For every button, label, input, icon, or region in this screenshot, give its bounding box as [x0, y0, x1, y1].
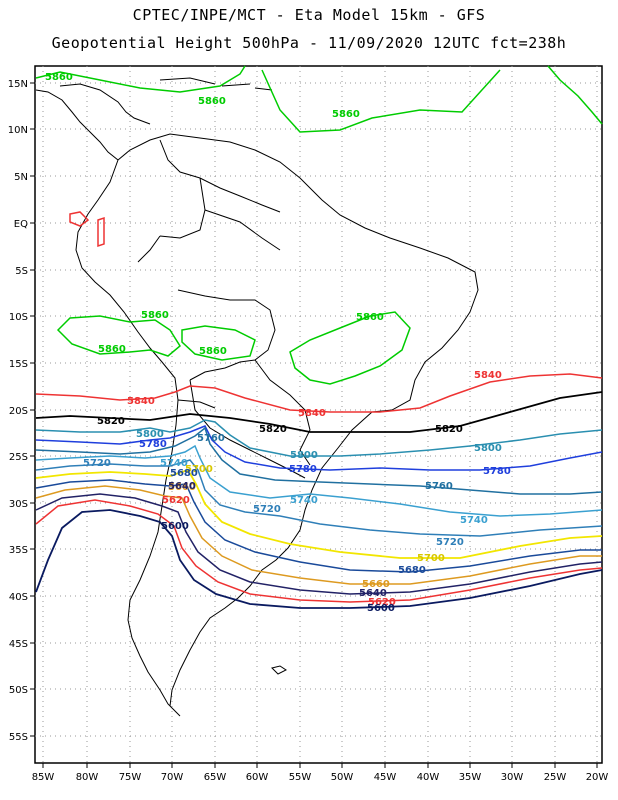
central-america-coast: [35, 89, 119, 161]
lon-label: 80W: [76, 772, 99, 783]
contour-label: 5820: [435, 424, 463, 435]
lon-label: 45W: [374, 772, 397, 783]
lat-label: 15S: [9, 359, 28, 370]
lon-label: 35W: [459, 772, 482, 783]
chart-subtitle: Geopotential Height 500hPa - 11/09/2020 …: [51, 34, 567, 52]
contour-label: 5860: [98, 344, 126, 355]
contour-5720: [35, 459, 603, 537]
contour-label: 5820: [259, 424, 287, 435]
contour-label: 5720: [253, 504, 281, 515]
chart-title: CPTEC/INPE/MCT - Eta Model 15km - GFS: [132, 6, 486, 24]
contour-label: 5600: [367, 603, 395, 614]
lon-label: 50W: [331, 772, 354, 783]
contour-5760: [35, 426, 603, 495]
contour-5740: [35, 444, 603, 517]
lon-label: 70W: [161, 772, 184, 783]
lat-label: 35S: [9, 545, 28, 556]
contour-label: 5860: [198, 96, 226, 107]
contour-label: 5760: [425, 481, 453, 492]
contour-label: 5860: [45, 72, 73, 83]
contour-label: 5860: [199, 346, 227, 357]
contour-label: 5800: [136, 429, 164, 440]
lat-label: 5N: [14, 172, 28, 183]
lat-labels: 15N 10N 5N EQ 5S 10S 15S 20S 25S 30S 35S…: [8, 79, 28, 743]
contour-label: 5720: [83, 458, 111, 469]
contour-5800: [35, 419, 603, 457]
contour-label: 5820: [97, 416, 125, 427]
lon-labels: 85W 80W 75W 70W 65W 60W 55W 50W 45W 40W …: [32, 772, 609, 783]
contour-label: 5800: [474, 443, 502, 454]
contour-label: 5640: [168, 481, 196, 492]
contour-label: 5700: [417, 553, 445, 564]
lat-label: EQ: [14, 219, 28, 230]
lat-label: 5S: [15, 266, 28, 277]
contour-label: 5600: [161, 521, 189, 532]
lat-label: 55S: [9, 732, 28, 743]
lat-label: 45S: [9, 639, 28, 650]
lat-label: 50S: [9, 685, 28, 696]
lon-label: 40W: [417, 772, 440, 783]
lon-label: 75W: [119, 772, 142, 783]
lat-label: 30S: [9, 499, 28, 510]
lon-label: 65W: [204, 772, 227, 783]
lon-label: 25W: [544, 772, 567, 783]
lat-label: 10S: [9, 312, 28, 323]
contour-5860: [35, 65, 603, 385]
contour-5620: [35, 499, 603, 603]
central-america-coast-north: [59, 83, 151, 125]
contour-label: 5860: [332, 109, 360, 120]
lon-label: 55W: [289, 772, 312, 783]
contour-label: 5860: [141, 310, 169, 321]
contour-labels: 5860 5860 5860 5860 5860 5860 5860 5840 …: [45, 72, 511, 614]
contour-label: 5860: [356, 312, 384, 323]
contour-label: 5840: [298, 408, 326, 419]
lon-gridlines: [42, 66, 598, 763]
contour-label: 5840: [127, 396, 155, 407]
contour-label: 5640: [359, 588, 387, 599]
tick-marks: [30, 82, 598, 768]
contour-label: 5780: [139, 439, 167, 450]
contour-label: 5780: [289, 464, 317, 475]
contour-label: 5680: [170, 468, 198, 479]
lon-label: 20W: [586, 772, 609, 783]
contour-5820: [35, 391, 603, 433]
contour-5600: [35, 509, 603, 609]
south-america-coast: [75, 133, 479, 717]
caribbean-islands: [159, 77, 273, 91]
contour-label: 5840: [474, 370, 502, 381]
contour-label: 5720: [436, 537, 464, 548]
contour-label: 5620: [368, 597, 396, 608]
contour-label: 5780: [483, 466, 511, 477]
lat-label: 25S: [9, 452, 28, 463]
contour-label: 5620: [162, 495, 190, 506]
contour-5700: [35, 468, 603, 559]
contour-label: 5800: [290, 450, 318, 461]
contour-5660: [35, 485, 602, 585]
lon-label: 60W: [246, 772, 269, 783]
contour-label: 5740: [160, 458, 188, 469]
lat-label: 20S: [9, 406, 28, 417]
contour-label: 5680: [398, 565, 426, 576]
lat-label: 40S: [9, 592, 28, 603]
contour-5640: [35, 493, 603, 595]
contour-label: 5660: [362, 579, 390, 590]
lat-label: 10N: [8, 125, 28, 136]
contour-label: 5700: [185, 464, 213, 475]
contour-5780: [35, 425, 603, 471]
contour-label: 5740: [460, 515, 488, 526]
lat-label: 15N: [8, 79, 28, 90]
lon-label: 30W: [501, 772, 524, 783]
contour-label: 5660: [168, 482, 196, 493]
contour-5680: [35, 479, 602, 573]
contour-label: 5760: [197, 433, 225, 444]
coastlines: [35, 77, 479, 717]
contour-label: 5740: [290, 495, 318, 506]
contour-5840: [35, 211, 603, 413]
lon-label: 85W: [32, 772, 55, 783]
falkland-islands: [271, 665, 287, 675]
